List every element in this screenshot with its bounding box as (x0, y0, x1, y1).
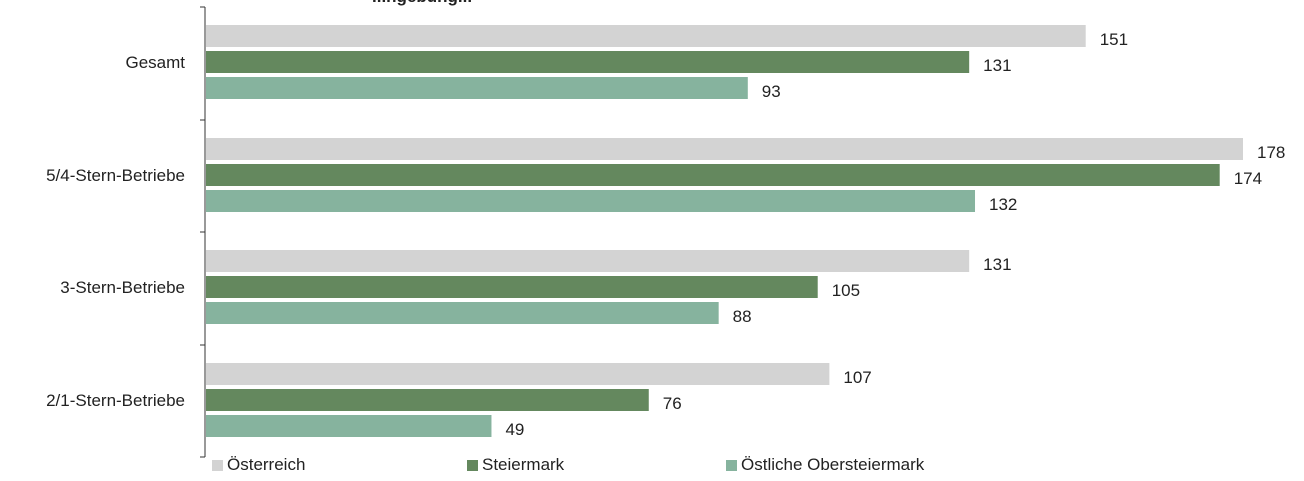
bar (206, 164, 1220, 186)
bar (206, 190, 976, 212)
legend-item: Österreich (212, 455, 305, 475)
category-label: 2/1-Stern-Betriebe (46, 391, 185, 410)
bar-value-label: 131 (983, 56, 1011, 75)
legend-item: Östliche Obersteiermark (726, 455, 924, 475)
bars-group (206, 25, 1243, 437)
bar-value-label: 76 (663, 394, 682, 413)
legend-label: Österreich (227, 455, 306, 474)
category-label: Gesamt (125, 53, 185, 72)
legend-swatch (726, 459, 737, 471)
bar-value-label: 151 (1100, 30, 1128, 49)
bar-value-label: 107 (843, 368, 871, 387)
bar (206, 415, 492, 437)
bar (206, 25, 1086, 47)
bar (206, 138, 1243, 160)
legend-label: Steiermark (482, 455, 565, 474)
bar-value-label: 178 (1257, 143, 1285, 162)
chart-title: ...ngebung... (372, 0, 472, 6)
bar (206, 276, 818, 298)
legend-item: Steiermark (467, 455, 564, 475)
bar-value-label: 105 (832, 281, 860, 300)
bar (206, 363, 830, 385)
bar-value-label: 174 (1234, 169, 1262, 188)
legend-label: Östliche Obersteiermark (741, 455, 925, 474)
bar (206, 302, 719, 324)
bar (206, 77, 748, 99)
bar-value-label: 49 (505, 420, 524, 439)
legend-swatch (212, 459, 223, 471)
chart-title-group: ...ngebung... (372, 0, 472, 6)
bar-value-label: 131 (983, 255, 1011, 274)
bar (206, 51, 970, 73)
bar (206, 250, 970, 272)
bar-value-label: 93 (762, 82, 781, 101)
bar-value-label: 88 (733, 307, 752, 326)
category-label: 5/4-Stern-Betriebe (46, 166, 185, 185)
y-axis (200, 6, 206, 458)
legend-swatch (467, 459, 478, 471)
bar (206, 389, 649, 411)
bar-value-label: 132 (989, 195, 1017, 214)
category-label: 3-Stern-Betriebe (60, 278, 185, 297)
labels-group: Gesamt 151 131 93 5/4-Stern-Betriebe 178 174 13… (46, 30, 1285, 439)
